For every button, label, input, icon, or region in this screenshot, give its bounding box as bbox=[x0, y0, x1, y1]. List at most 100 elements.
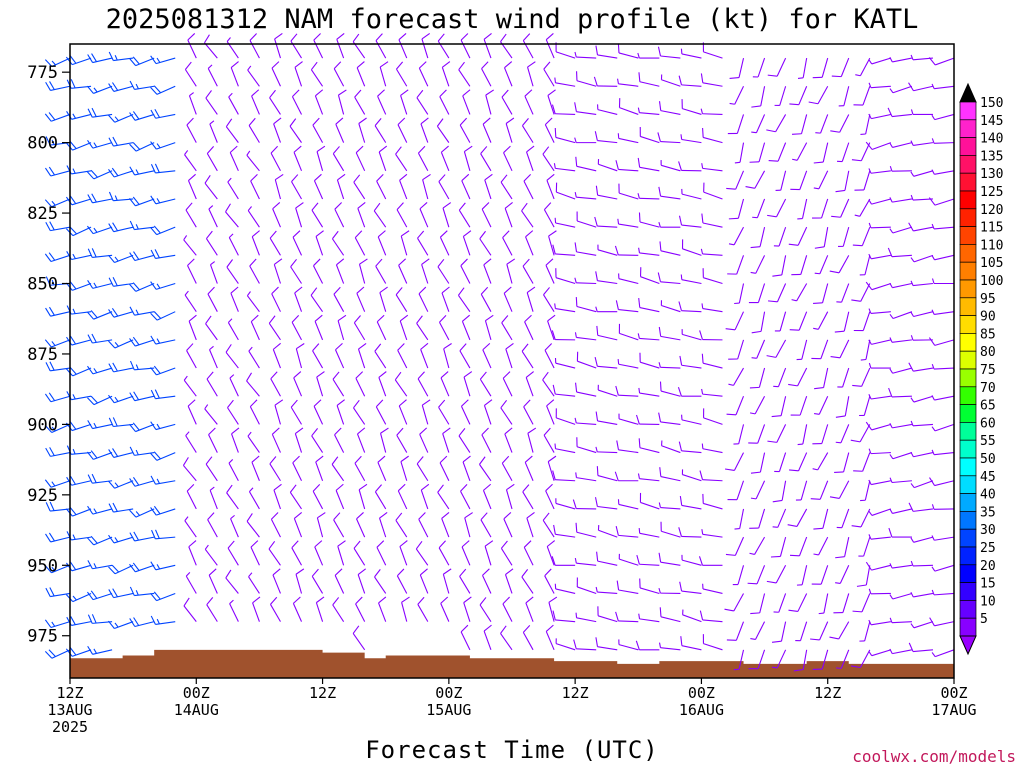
barb-shaft bbox=[134, 339, 155, 347]
wind-barb bbox=[480, 286, 492, 312]
wind-barb bbox=[635, 414, 660, 425]
barb-shaft bbox=[576, 80, 597, 87]
barb-shaft bbox=[438, 406, 450, 425]
barb-flag bbox=[70, 79, 76, 89]
wind-barb bbox=[150, 225, 176, 236]
barb-half-flag bbox=[860, 358, 867, 361]
wind-barb bbox=[269, 230, 281, 256]
wind-barb bbox=[889, 648, 913, 655]
wind-barb bbox=[615, 611, 639, 623]
barb-shaft bbox=[780, 621, 787, 642]
wind-barb bbox=[555, 408, 576, 425]
wind-barb bbox=[187, 399, 197, 425]
wind-barb bbox=[399, 173, 408, 200]
barb-shaft bbox=[555, 136, 576, 144]
barb-flag bbox=[249, 258, 257, 267]
wind-barb bbox=[868, 222, 891, 229]
barb-flag bbox=[293, 596, 301, 604]
wind-barb bbox=[294, 61, 303, 87]
wind-barb bbox=[482, 342, 492, 369]
barb-shaft bbox=[155, 198, 176, 205]
wind-barb bbox=[554, 127, 576, 144]
barb-flag bbox=[504, 427, 513, 435]
barb-shaft bbox=[399, 320, 408, 341]
barb-shaft bbox=[758, 367, 766, 388]
barb-half-flag bbox=[868, 222, 872, 229]
wind-barb bbox=[910, 395, 934, 403]
barb-flag bbox=[108, 51, 114, 61]
barb-shaft bbox=[703, 136, 723, 144]
wind-barb bbox=[354, 89, 366, 115]
wind-barb bbox=[379, 61, 389, 87]
barb-shaft bbox=[576, 477, 597, 482]
barb-shaft bbox=[418, 293, 429, 312]
barb-flag bbox=[525, 230, 534, 238]
wind-barb bbox=[868, 479, 891, 486]
wind-barb bbox=[87, 169, 113, 180]
barb-half-flag bbox=[156, 283, 161, 289]
barb-flag bbox=[657, 132, 661, 142]
barb-shaft bbox=[273, 264, 281, 284]
barb-shaft bbox=[618, 503, 639, 510]
barb-shaft bbox=[113, 226, 134, 233]
barb-flag bbox=[830, 130, 840, 133]
barb-flag bbox=[48, 392, 56, 401]
barb-shaft bbox=[756, 339, 766, 359]
barb-shaft bbox=[504, 208, 513, 228]
barb-flag bbox=[295, 568, 305, 575]
barb-flag bbox=[314, 314, 323, 322]
wind-barb bbox=[617, 358, 639, 369]
wind-barb bbox=[699, 330, 723, 341]
barb-flag bbox=[44, 393, 52, 403]
barb-half-flag bbox=[51, 426, 56, 432]
barb-flag bbox=[70, 616, 76, 625]
wind-barb bbox=[205, 90, 218, 115]
barb-shaft bbox=[822, 283, 829, 303]
barb-shaft bbox=[230, 67, 239, 87]
wind-barb bbox=[442, 427, 451, 453]
barb-shaft bbox=[639, 618, 660, 623]
barb-flag bbox=[272, 202, 281, 210]
wind-barb bbox=[227, 540, 239, 566]
wind-barb bbox=[699, 470, 723, 482]
barb-shaft bbox=[187, 39, 197, 59]
barb-shaft bbox=[934, 395, 955, 401]
wind-barb bbox=[597, 104, 618, 115]
barb-shaft bbox=[840, 198, 850, 218]
wind-barb bbox=[484, 173, 493, 200]
barb-shaft bbox=[934, 198, 955, 206]
wind-barb bbox=[928, 57, 955, 66]
barb-shaft bbox=[935, 649, 955, 658]
barb-shaft bbox=[417, 152, 429, 172]
barb-half-flag bbox=[114, 116, 119, 122]
barb-flag bbox=[400, 455, 409, 463]
wind-barb bbox=[379, 512, 388, 538]
barb-shaft bbox=[892, 311, 913, 320]
wind-barb bbox=[552, 244, 576, 256]
barb-shaft bbox=[660, 250, 681, 256]
wind-barb bbox=[315, 230, 324, 256]
wind-barb bbox=[618, 98, 639, 115]
wind-barb bbox=[734, 508, 745, 530]
barb-flag bbox=[249, 399, 258, 407]
wind-barb bbox=[312, 343, 324, 369]
wind-barb bbox=[204, 404, 218, 425]
barb-flag bbox=[553, 524, 556, 535]
wind-barb bbox=[251, 230, 260, 256]
barb-shaft bbox=[50, 592, 71, 598]
barb-flag bbox=[443, 343, 452, 350]
barb-shaft bbox=[186, 490, 197, 510]
barb-flag bbox=[129, 283, 137, 292]
wind-barb bbox=[771, 649, 787, 669]
barb-flag bbox=[293, 145, 302, 153]
barb-flag bbox=[108, 223, 115, 232]
barb-flag bbox=[574, 242, 578, 252]
barb-shaft bbox=[290, 406, 302, 425]
barb-flag bbox=[44, 479, 52, 488]
wind-barb bbox=[726, 170, 745, 190]
barb-shaft bbox=[823, 367, 829, 388]
wind-barb bbox=[574, 102, 597, 115]
barb-half-flag bbox=[772, 526, 778, 528]
wind-barb bbox=[332, 597, 345, 622]
barb-flag bbox=[829, 496, 840, 499]
